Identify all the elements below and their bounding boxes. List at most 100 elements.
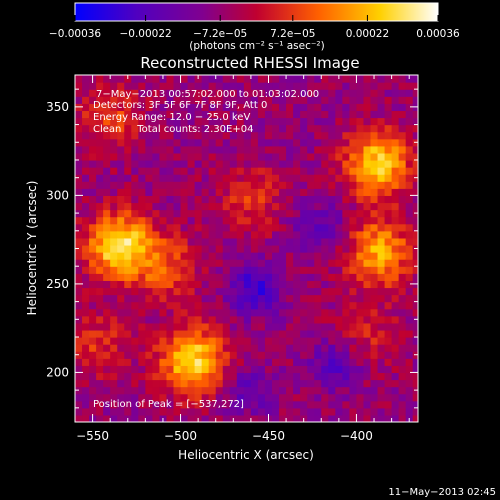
heatmap-cell bbox=[173, 82, 182, 90]
heatmap-cell bbox=[391, 75, 400, 83]
heatmap-cell bbox=[236, 131, 245, 140]
heatmap-cell bbox=[272, 244, 280, 253]
heatmap-cell bbox=[89, 273, 97, 281]
heatmap-cell bbox=[215, 407, 224, 416]
heatmap-cell bbox=[103, 145, 111, 154]
heatmap-cell bbox=[187, 75, 196, 83]
heatmap-cell bbox=[363, 181, 372, 189]
heatmap-cell bbox=[384, 223, 393, 232]
heatmap-cell bbox=[264, 209, 273, 218]
heatmap-cell bbox=[215, 138, 224, 147]
heatmap-cell bbox=[300, 337, 308, 345]
heatmap-cell bbox=[236, 82, 245, 90]
heatmap-cell bbox=[145, 89, 153, 97]
heatmap-cell bbox=[264, 294, 273, 303]
heatmap-cell bbox=[187, 82, 196, 90]
heatmap-cell bbox=[321, 379, 329, 388]
heatmap-cell bbox=[75, 308, 83, 317]
heatmap-cell bbox=[96, 167, 104, 175]
heatmap-cell bbox=[279, 138, 287, 147]
heatmap-cell bbox=[349, 96, 358, 104]
heatmap-cell bbox=[335, 202, 343, 211]
heatmap-cell bbox=[131, 259, 139, 267]
heatmap-cell bbox=[412, 273, 418, 281]
heatmap-cell bbox=[264, 329, 273, 338]
heatmap-cell bbox=[286, 259, 294, 267]
heatmap-cell bbox=[166, 223, 175, 232]
heatmap-cell bbox=[138, 174, 146, 182]
heatmap-cell bbox=[117, 414, 125, 422]
heatmap-cell bbox=[159, 152, 168, 161]
heatmap-cell bbox=[103, 280, 111, 289]
heatmap-cell bbox=[103, 308, 111, 317]
heatmap-cell bbox=[117, 301, 125, 310]
heatmap-cell bbox=[314, 280, 322, 289]
heatmap-cell bbox=[405, 209, 414, 218]
heatmap-cell bbox=[293, 393, 301, 402]
heatmap-cell bbox=[96, 414, 104, 422]
heatmap-cell bbox=[75, 322, 83, 331]
heatmap-cell bbox=[405, 223, 414, 232]
heatmap-cell bbox=[236, 209, 245, 218]
heatmap-cell bbox=[117, 174, 125, 182]
heatmap-cell bbox=[215, 337, 224, 345]
heatmap-cell bbox=[152, 96, 161, 104]
heatmap-cell bbox=[412, 223, 418, 232]
heatmap-cell bbox=[82, 372, 90, 381]
heatmap-cell bbox=[131, 244, 139, 253]
heatmap-cell bbox=[356, 96, 365, 104]
heatmap-cell bbox=[145, 181, 153, 189]
heatmap-cell bbox=[145, 365, 153, 374]
heatmap-cell bbox=[398, 188, 407, 196]
heatmap-cell bbox=[96, 110, 104, 119]
heatmap-cell bbox=[384, 244, 393, 253]
heatmap-cell bbox=[117, 322, 125, 331]
heatmap-cell bbox=[370, 322, 379, 331]
heatmap-cell bbox=[110, 89, 118, 97]
heatmap-cell bbox=[307, 216, 315, 225]
heatmap-cell bbox=[222, 110, 231, 119]
heatmap-cell bbox=[279, 273, 287, 281]
heatmap-cell bbox=[82, 145, 90, 154]
heatmap-cell bbox=[75, 358, 83, 366]
heatmap-cell bbox=[110, 379, 118, 388]
heatmap-cell bbox=[384, 315, 393, 324]
heatmap-cell bbox=[342, 393, 350, 402]
heatmap-cell bbox=[384, 365, 393, 374]
heatmap-cell bbox=[75, 259, 83, 267]
heatmap-cell bbox=[82, 96, 90, 104]
heatmap-cell bbox=[384, 287, 393, 296]
heatmap-cell bbox=[314, 202, 322, 211]
heatmap-cell bbox=[356, 145, 365, 154]
heatmap-cell bbox=[328, 159, 336, 168]
heatmap-cell bbox=[89, 322, 97, 331]
heatmap-cell bbox=[166, 266, 175, 274]
heatmap-cell bbox=[384, 103, 393, 112]
heatmap-cell bbox=[405, 181, 414, 189]
heatmap-cell bbox=[257, 230, 266, 239]
heatmap-cell bbox=[391, 237, 400, 246]
heatmap-cell bbox=[300, 259, 308, 267]
heatmap-cell bbox=[286, 337, 294, 345]
heatmap-cell bbox=[180, 195, 189, 204]
heatmap-cell bbox=[335, 344, 343, 352]
heatmap-cell bbox=[82, 386, 90, 395]
heatmap-cell bbox=[384, 322, 393, 331]
heatmap-cell bbox=[75, 75, 83, 83]
heatmap-cell bbox=[208, 209, 217, 218]
heatmap-cell bbox=[131, 103, 139, 112]
heatmap-cell bbox=[307, 379, 315, 388]
heatmap-cell bbox=[264, 266, 273, 274]
heatmap-cell bbox=[201, 372, 210, 381]
heatmap-cell bbox=[236, 230, 245, 239]
heatmap-cell bbox=[250, 82, 259, 90]
heatmap-cell bbox=[391, 280, 400, 289]
heatmap-cell bbox=[110, 372, 118, 381]
heatmap-cell bbox=[96, 386, 104, 395]
heatmap-cell bbox=[152, 244, 161, 253]
heatmap-cell bbox=[257, 131, 266, 140]
heatmap-cell bbox=[82, 89, 90, 97]
heatmap-cell bbox=[412, 110, 418, 119]
heatmap-cell bbox=[405, 329, 414, 338]
heatmap-cell bbox=[293, 414, 301, 422]
